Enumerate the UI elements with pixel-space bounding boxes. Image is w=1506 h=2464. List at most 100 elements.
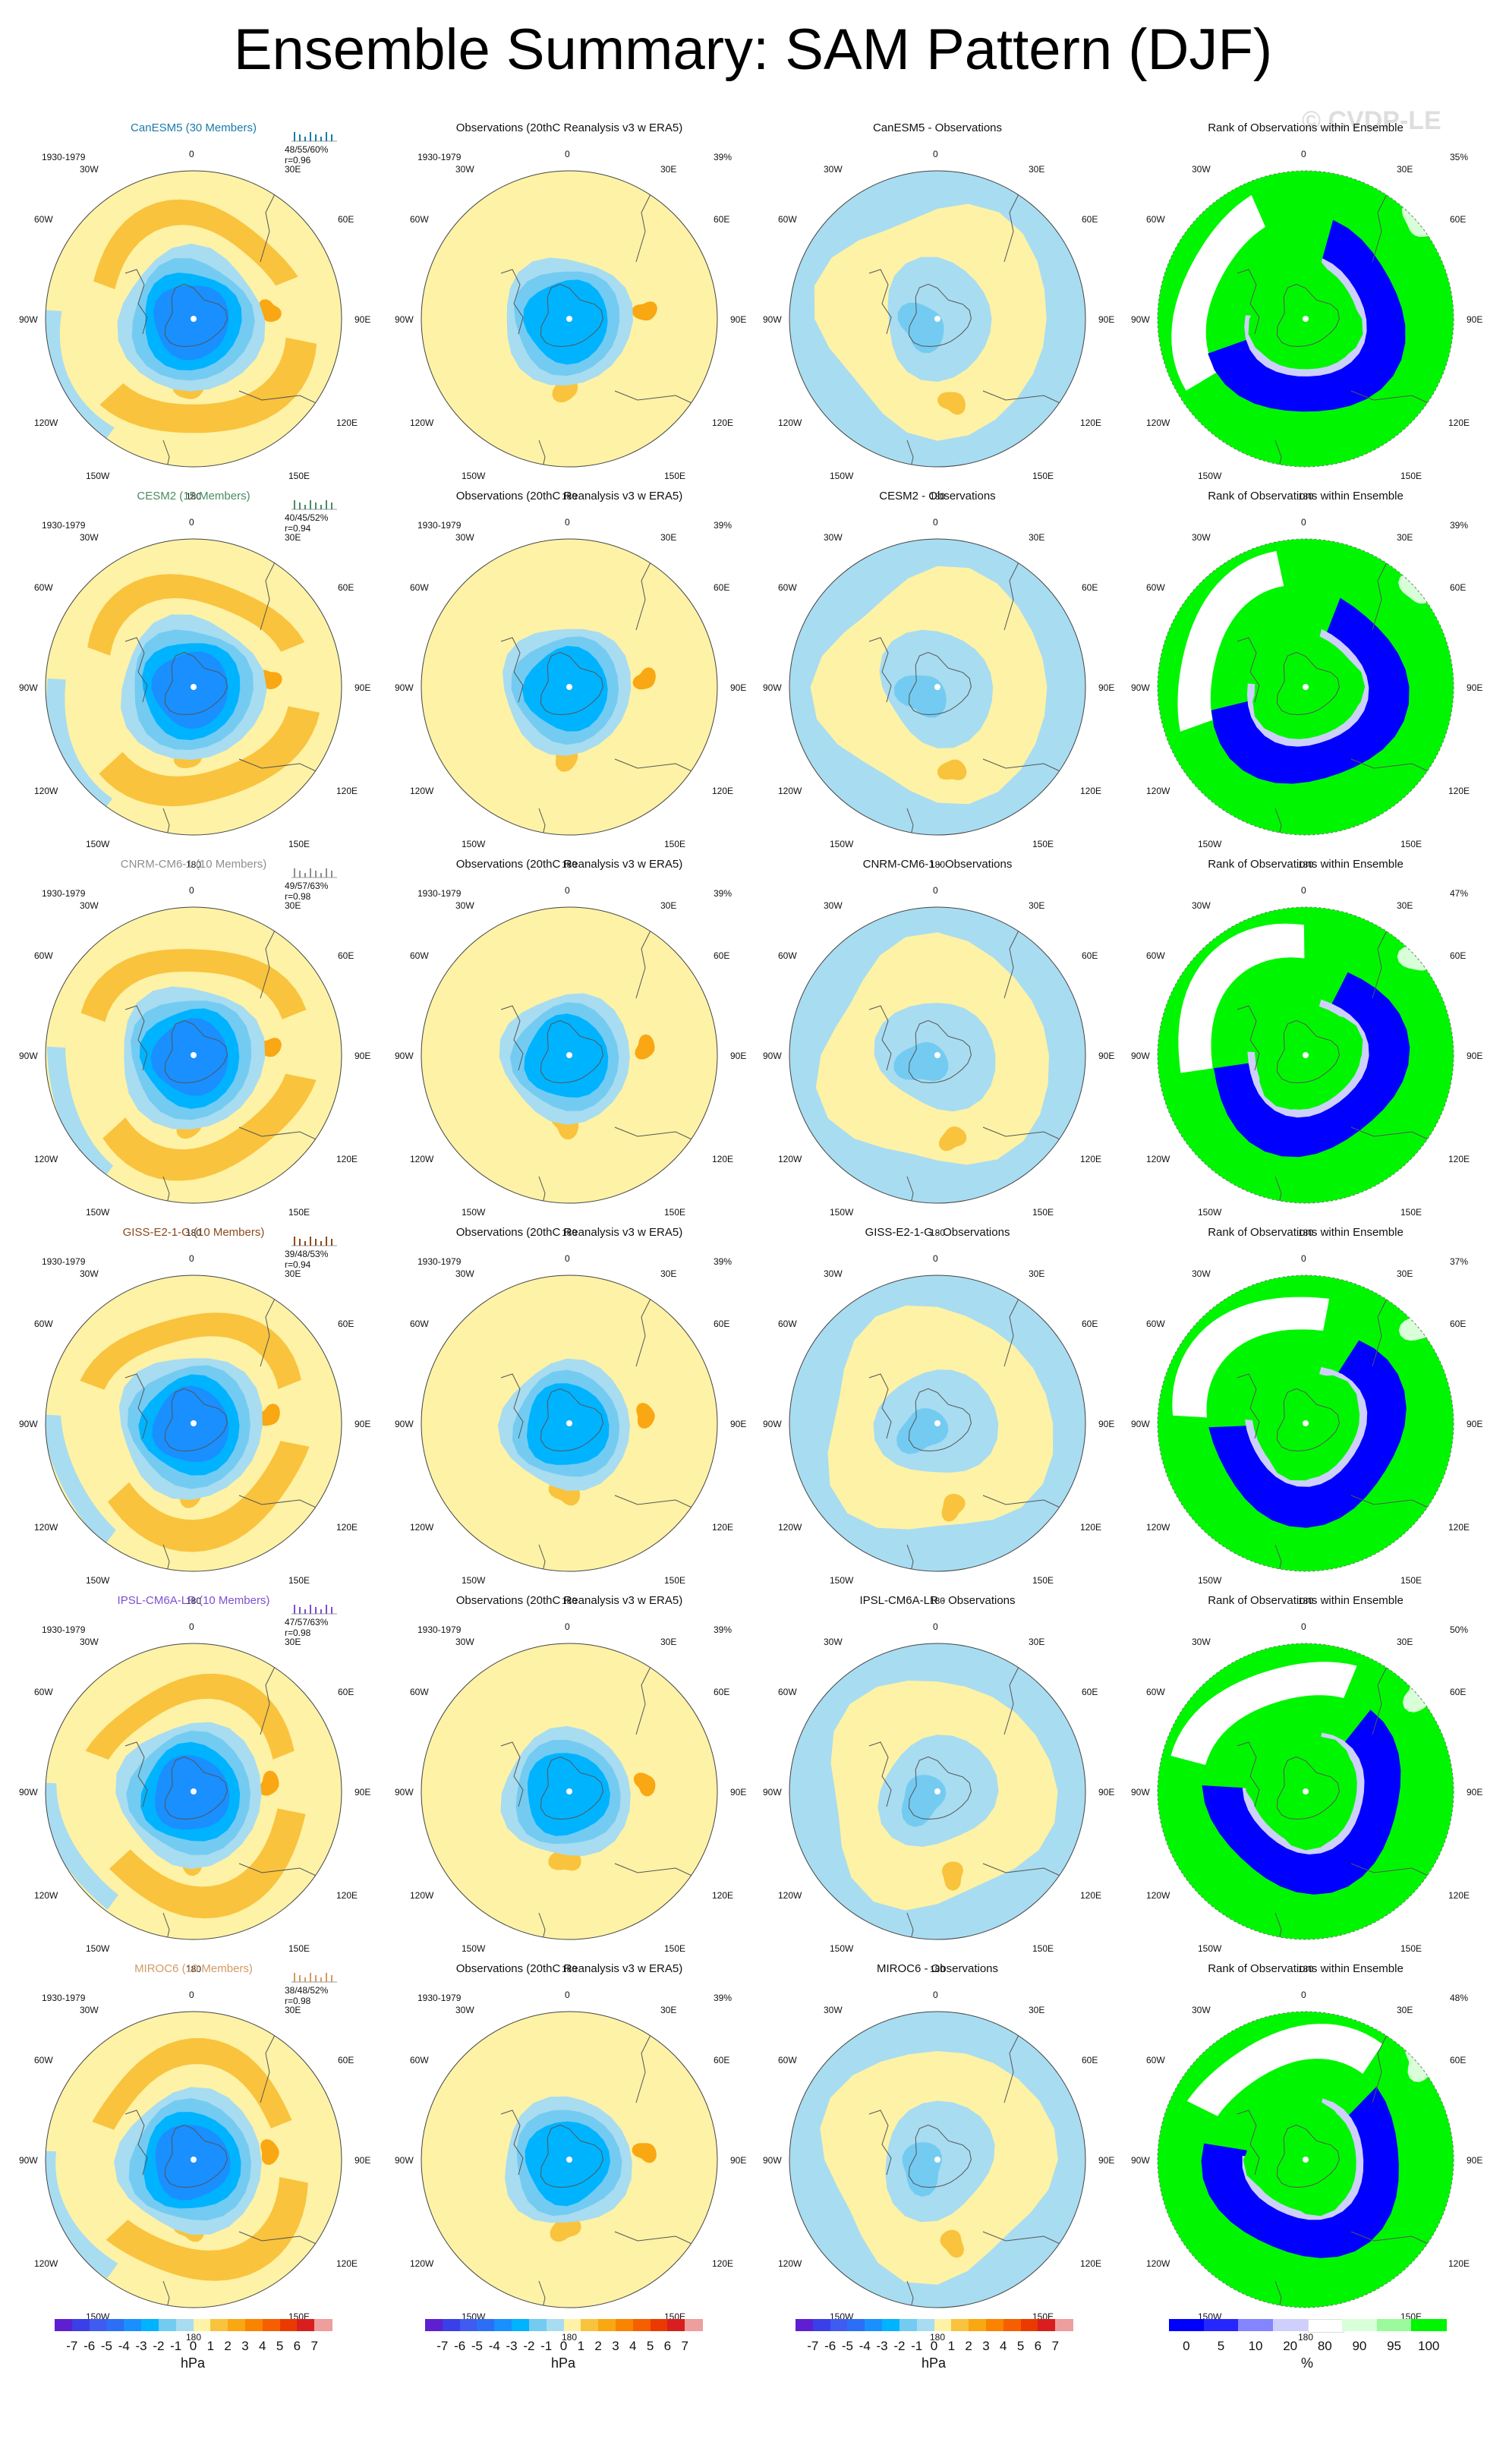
antarctica-coastline (908, 1019, 972, 1084)
lon-label: 30E (660, 1637, 677, 1647)
period-label: 1930-1979 (42, 1624, 86, 1635)
lon-label: 60E (338, 950, 354, 961)
lon-label: 90E (730, 1419, 747, 1429)
colorbar-cell (442, 2319, 461, 2331)
contour-fill (85, 1673, 295, 1760)
colorbar-tick-label: 1 (206, 2339, 215, 2353)
rank-fill (1243, 2101, 1356, 2217)
antarctica-coastline (908, 1388, 972, 1452)
colorbar-tick-label: -4 (859, 2339, 871, 2353)
map-border (789, 906, 1086, 1204)
antarctica-coastline (164, 1756, 228, 1820)
map-border (45, 1275, 342, 1572)
colorbar-cell (951, 2319, 969, 2331)
rank-percent: 37% (1450, 1256, 1469, 1267)
south-america-coastline (868, 269, 892, 335)
antarctica-coastline (164, 1388, 228, 1452)
period-label: 1930-1979 (417, 1624, 462, 1635)
lon-label: 90E (354, 682, 371, 693)
lon-label: 120W (34, 1154, 58, 1164)
lon-label: 60W (1146, 582, 1165, 593)
polar-map (45, 538, 342, 836)
lon-label: 120W (778, 2258, 802, 2269)
lon-label: 90W (1131, 2155, 1150, 2166)
contour-fill (942, 1861, 963, 1891)
member-spread-glyph (291, 1973, 337, 1983)
lon-label: 120W (410, 786, 434, 796)
colorbar-tick-label: -1 (170, 2339, 182, 2353)
obs-title: Observations (20thC Reanalysis v3 w ERA5… (455, 1962, 683, 1975)
lon-label: 60E (1450, 2055, 1467, 2065)
south-america-coastline (868, 1373, 892, 1439)
africa-coastline (1003, 1662, 1022, 1735)
rank-fill (1201, 2086, 1399, 2258)
lon-label: 0 (189, 885, 194, 896)
rank-fill (1170, 1662, 1357, 1766)
lon-label: 60E (338, 214, 354, 225)
lon-label: 120E (712, 417, 734, 428)
lon-label: 150W (86, 839, 110, 849)
lon-label: 120W (34, 786, 58, 796)
contour-fill (260, 2139, 279, 2165)
colorbar-cell (667, 2319, 685, 2331)
colorbar-cell (1376, 2319, 1412, 2331)
south-america-coastline (1237, 1005, 1260, 1071)
contour-fill (897, 302, 944, 354)
lon-label: 30E (285, 164, 301, 175)
africa-coastline (1372, 925, 1390, 999)
lon-label: 30E (1397, 900, 1413, 911)
pattern-correlation: r=0.94 (285, 1259, 311, 1270)
south-america-coastline (124, 637, 148, 703)
model-title: CESM2 (15 Members) (137, 490, 250, 503)
colorbar-cell (685, 2319, 703, 2331)
lon-label: 90E (730, 682, 747, 693)
colorbar-tick-label: -5 (100, 2339, 112, 2353)
south-pole-marker (1303, 2157, 1309, 2163)
contour-fill (109, 1808, 306, 1919)
lon-label: 90W (763, 1051, 782, 1061)
colorbar-tick-label: 20 (1283, 2339, 1298, 2353)
lon-label: 30W (1192, 1637, 1211, 1647)
lon-label: 90E (1098, 1787, 1115, 1798)
map-border (45, 538, 342, 836)
lon-label: 180 (186, 2332, 202, 2343)
africa-coastline (1372, 1293, 1390, 1367)
antarctica-coastline (1276, 1756, 1340, 1820)
lon-label: 180 (930, 1596, 946, 1606)
observation-panel: Observations (20thC Reanalysis v3 w ERA5… (387, 121, 751, 504)
colorbar-tick-label: 6 (293, 2339, 301, 2353)
rank-map (1157, 170, 1454, 468)
lon-label: 0 (565, 1253, 570, 1264)
observation-panel: Observations (20thC Reanalysis v3 w ERA5… (387, 1594, 751, 1977)
rank-colorbar: 0 5 10 20 80 90 95 100% (1169, 2319, 1447, 2410)
lon-label: 180 (562, 1596, 578, 1606)
lon-label: 90W (19, 682, 38, 693)
colorbar-cell (244, 2319, 263, 2331)
spread-stats: 47/57/63% (285, 1617, 329, 1627)
south-pole-marker (191, 684, 197, 690)
south-pole-marker (934, 1052, 940, 1058)
lon-label: 120W (778, 1154, 802, 1164)
lon-label: 180 (930, 1964, 946, 1974)
lon-label: 150E (1400, 1943, 1423, 1954)
contour-fill (938, 1126, 967, 1152)
pattern-correlation: r=0.98 (285, 1996, 311, 2006)
rank-fill (1257, 1001, 1363, 1110)
antarctica-coastline (1276, 283, 1340, 348)
colorbar-tick-label: 100 (1418, 2339, 1440, 2353)
colorbar-cell (1038, 2319, 1056, 2331)
antarctica-coastline (908, 283, 972, 348)
lon-label: 150W (86, 471, 110, 481)
south-pole-marker (1303, 316, 1309, 322)
contour-fill (258, 299, 282, 322)
lon-label: 30E (660, 532, 677, 543)
map-border (789, 538, 1086, 836)
colorbar-tick-label: 95 (1387, 2339, 1402, 2353)
colorbar-cell (985, 2319, 1004, 2331)
colorbar-cell (812, 2319, 831, 2331)
pressure-colorbar: -7 -6 -5 -4 -3 -2 -1 0 1 2 3 4 5 6 7 hPa (796, 2319, 1073, 2410)
contour-fill (46, 678, 112, 815)
map-border (789, 2011, 1086, 2308)
lon-label: 60W (1146, 950, 1165, 961)
contour-fill (46, 310, 115, 443)
